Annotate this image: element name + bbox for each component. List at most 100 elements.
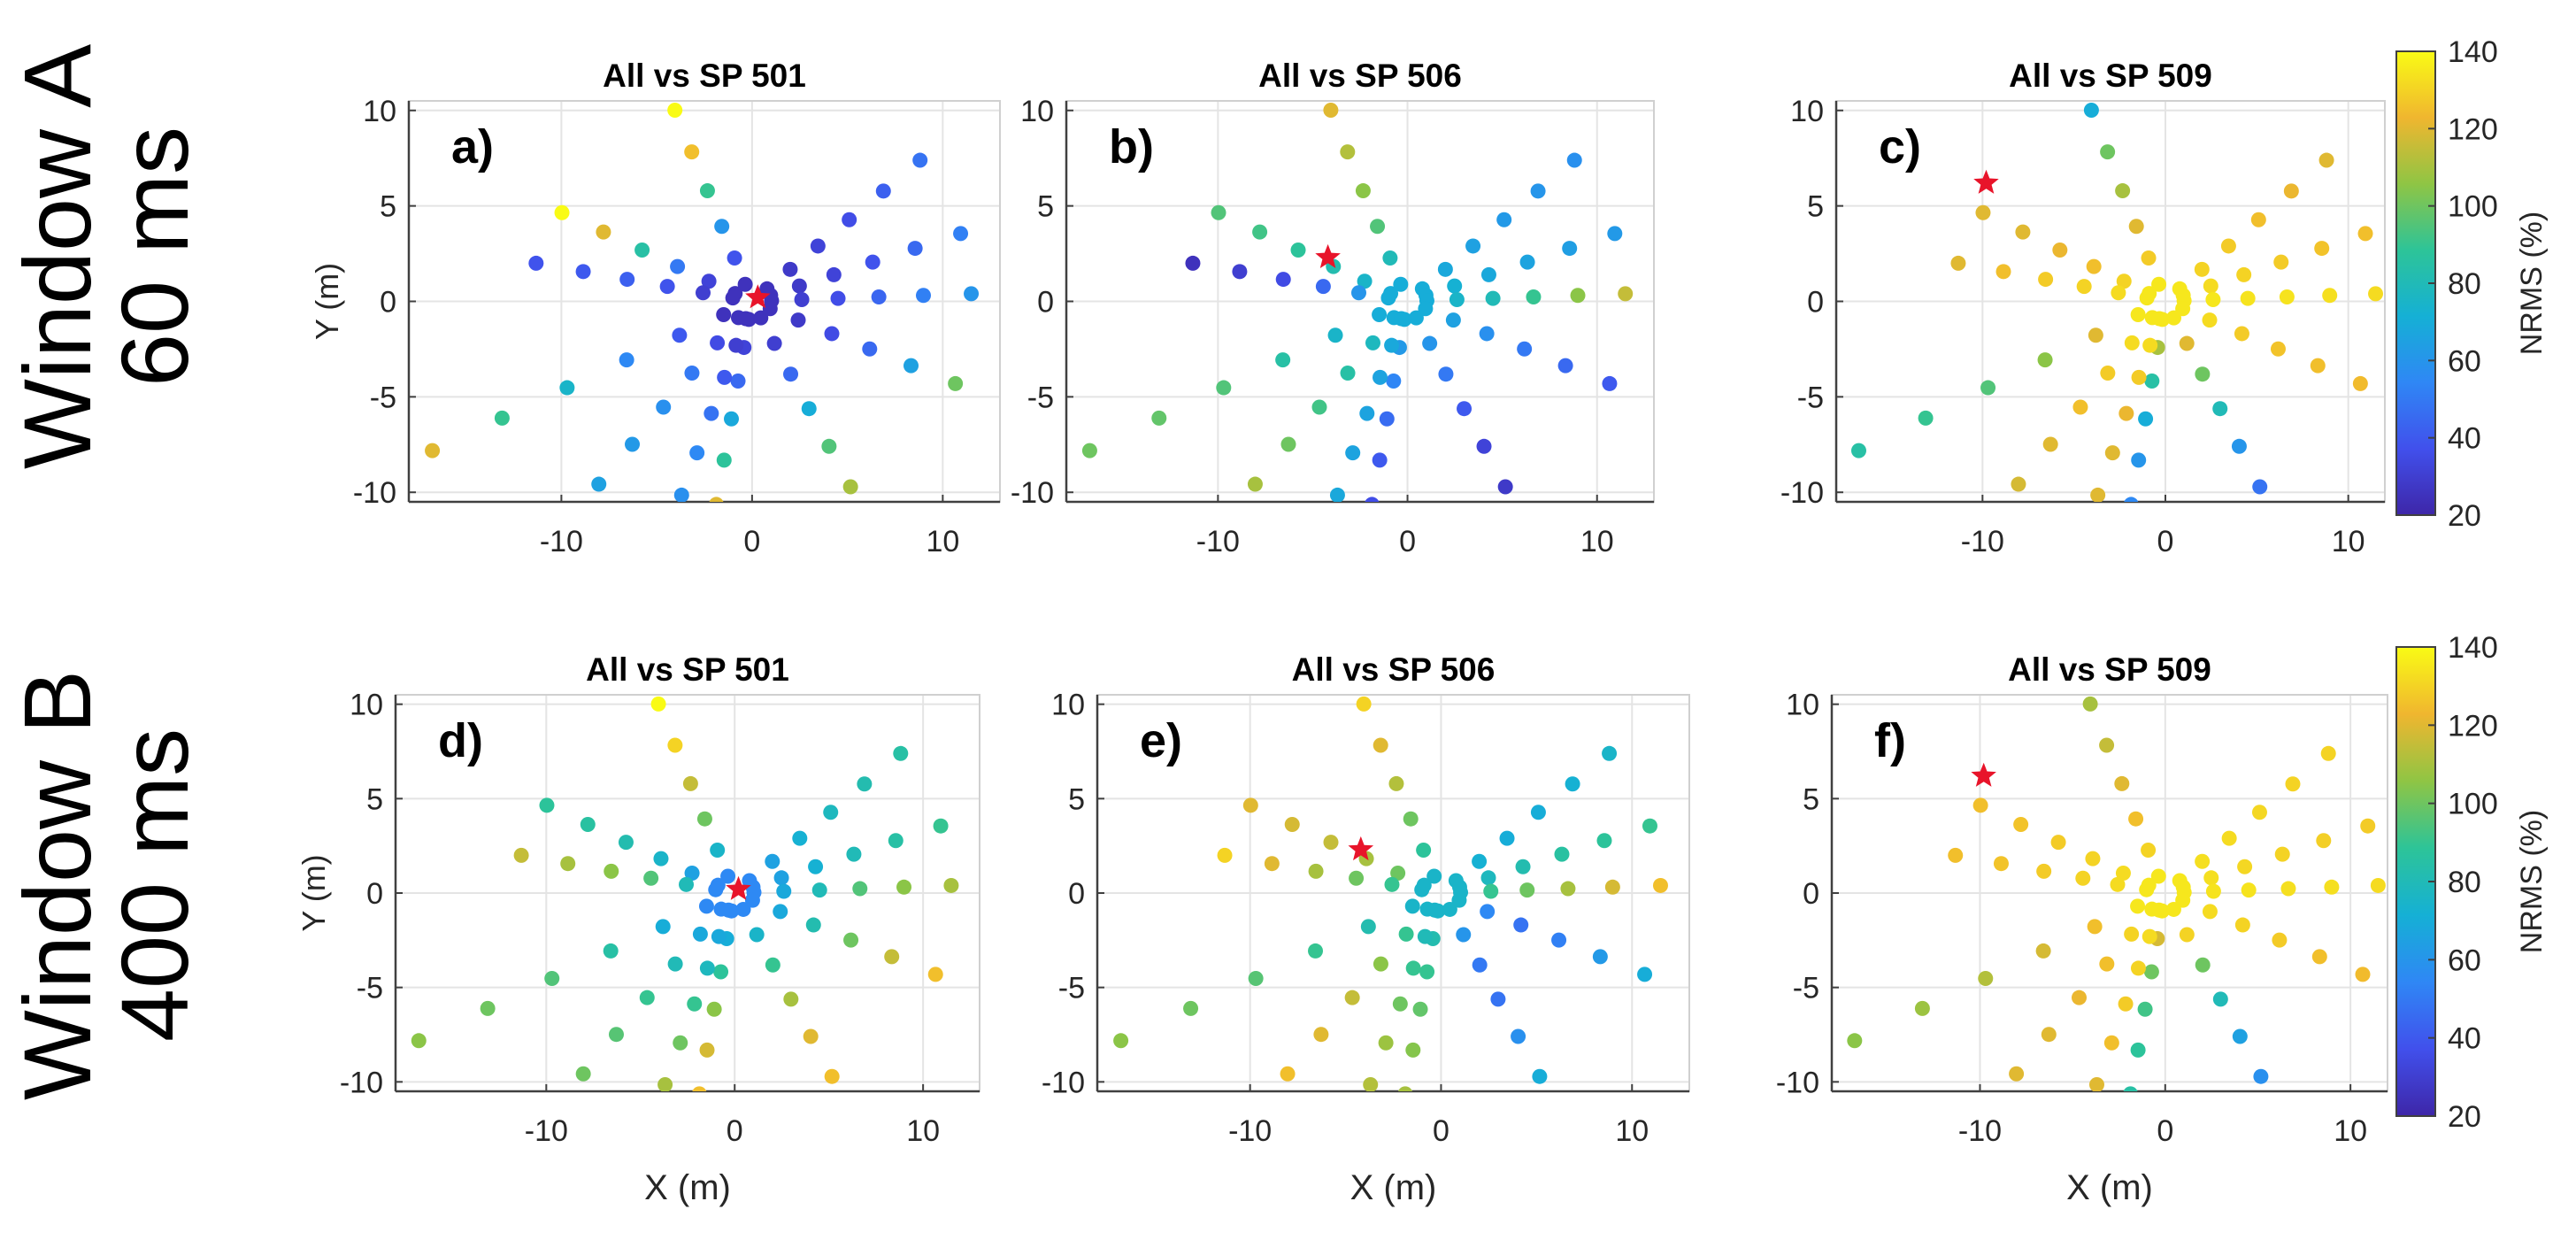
data-point bbox=[1530, 183, 1546, 199]
data-point bbox=[2368, 286, 2384, 302]
data-point bbox=[1950, 255, 1966, 271]
data-point bbox=[2355, 967, 2371, 982]
data-point bbox=[738, 311, 754, 327]
data-point bbox=[2205, 883, 2221, 899]
y-tick-label: -10 bbox=[340, 1066, 383, 1099]
data-point bbox=[1607, 226, 1623, 242]
data-point bbox=[682, 775, 698, 791]
data-point bbox=[1479, 326, 1495, 342]
colorbar-tick-label: 120 bbox=[2448, 709, 2498, 743]
data-point bbox=[803, 1028, 819, 1044]
data-point bbox=[2150, 868, 2166, 884]
data-point bbox=[2115, 865, 2131, 881]
data-point bbox=[904, 358, 919, 374]
data-point bbox=[672, 327, 688, 343]
data-point bbox=[1373, 737, 1388, 753]
data-point bbox=[639, 990, 655, 1005]
data-point bbox=[699, 1042, 715, 1058]
data-point bbox=[2037, 352, 2053, 368]
y-tick-label: -10 bbox=[353, 476, 396, 510]
data-point bbox=[2279, 289, 2295, 304]
data-point bbox=[1323, 835, 1339, 851]
data-point bbox=[1151, 410, 1167, 426]
data-point bbox=[823, 805, 839, 820]
data-point bbox=[411, 1033, 427, 1049]
data-point bbox=[1530, 805, 1546, 820]
x-tick-label: 0 bbox=[1433, 1114, 1449, 1148]
data-point bbox=[2124, 926, 2140, 942]
data-point bbox=[2042, 436, 2058, 452]
data-point bbox=[1403, 811, 1419, 827]
data-point bbox=[673, 487, 689, 502]
data-point bbox=[1394, 311, 1410, 327]
data-point bbox=[1570, 288, 1586, 304]
data-point bbox=[1451, 892, 1467, 908]
data-point bbox=[2234, 917, 2250, 933]
data-point bbox=[1315, 279, 1331, 295]
data-point bbox=[2166, 310, 2182, 326]
data-point bbox=[1390, 865, 1406, 881]
data-point bbox=[2142, 337, 2158, 353]
data-point bbox=[1345, 445, 1361, 461]
data-point bbox=[810, 238, 826, 254]
data-point bbox=[2011, 476, 2026, 492]
data-point bbox=[2116, 273, 2132, 289]
data-point bbox=[650, 696, 666, 712]
data-point bbox=[1211, 204, 1226, 220]
x-tick-label: -10 bbox=[1196, 525, 1240, 558]
data-point bbox=[1426, 868, 1442, 884]
panel-letter: d) bbox=[438, 714, 483, 767]
data-point bbox=[1405, 1042, 1421, 1058]
scatter-panel-b: -10 0 10 10 5 0 -5 -10 All vs SP 506 b) bbox=[1011, 58, 1655, 558]
scatter-panel-f: -10 0 10 10 5 0 -5 -10 All vs SP 509 X (m) f) bbox=[1776, 651, 2388, 1207]
data-point bbox=[790, 312, 806, 328]
data-point bbox=[704, 405, 719, 421]
data-point bbox=[915, 288, 931, 304]
data-point bbox=[1384, 876, 1400, 892]
data-point bbox=[2114, 775, 2130, 791]
data-point bbox=[2086, 258, 2102, 274]
data-point bbox=[843, 932, 859, 948]
data-point bbox=[2151, 311, 2167, 327]
data-point bbox=[699, 960, 715, 976]
scatter-panel-e: -10 0 10 10 5 0 -5 -10 All vs SP 506 X (m) e) bbox=[1042, 651, 1690, 1207]
y-tick-label: 0 bbox=[1803, 877, 1819, 911]
y-tick-label: 5 bbox=[1803, 782, 1819, 816]
data-point bbox=[907, 241, 923, 257]
data-point bbox=[604, 863, 619, 879]
colorbar-tick-label: 20 bbox=[2448, 499, 2481, 533]
data-point bbox=[684, 366, 700, 381]
data-point bbox=[1393, 276, 1409, 292]
data-point bbox=[1378, 1035, 1394, 1051]
data-point bbox=[513, 847, 529, 863]
y-tick-label: -10 bbox=[1042, 1066, 1085, 1099]
data-point bbox=[2141, 843, 2157, 859]
data-point bbox=[603, 943, 619, 959]
data-point bbox=[2139, 882, 2155, 897]
x-tick-label: 0 bbox=[1399, 525, 1416, 558]
data-point bbox=[728, 337, 744, 353]
data-point bbox=[1280, 436, 1296, 452]
data-point bbox=[2137, 1001, 2153, 1017]
data-point bbox=[1972, 797, 1988, 813]
x-tick-label: 0 bbox=[2157, 1114, 2173, 1148]
data-point bbox=[2118, 405, 2134, 421]
panel-title: All vs SP 501 bbox=[586, 651, 789, 688]
data-point bbox=[1526, 289, 1542, 304]
data-point bbox=[696, 811, 712, 827]
data-point bbox=[2165, 901, 2181, 917]
data-point bbox=[730, 374, 746, 389]
data-point bbox=[554, 204, 570, 220]
data-point bbox=[2151, 902, 2167, 918]
data-point bbox=[1557, 358, 1573, 374]
data-point bbox=[791, 278, 807, 294]
data-point bbox=[811, 882, 827, 898]
data-point bbox=[1216, 380, 1232, 396]
x-tick-label: -10 bbox=[1961, 525, 2004, 558]
data-point bbox=[1340, 144, 1356, 160]
data-point bbox=[1384, 337, 1400, 353]
data-point bbox=[2100, 144, 2116, 160]
data-point bbox=[1456, 927, 1472, 943]
scatter-panel-a: -10 0 10 10 5 0 -5 -10 All vs SP 501 Y (m) a) bbox=[309, 58, 1001, 558]
data-point bbox=[634, 242, 650, 258]
